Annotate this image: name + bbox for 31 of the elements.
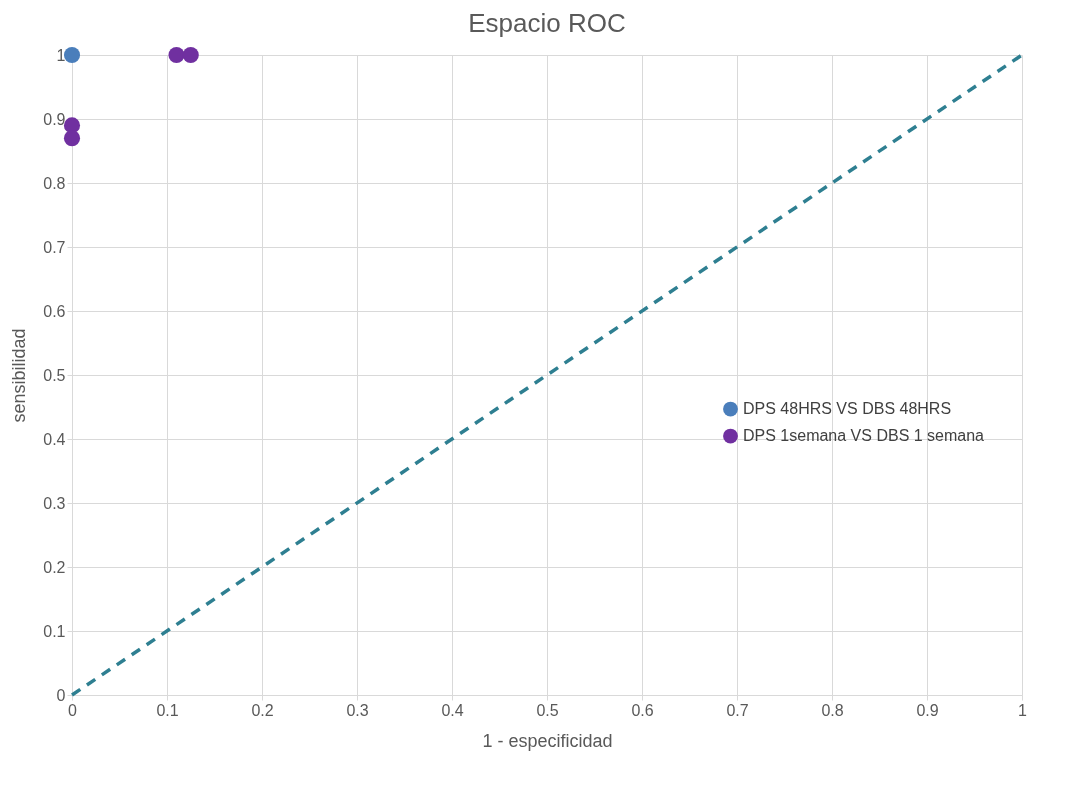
- x-axis-title: 1 - especificidad: [482, 730, 613, 751]
- legend-label: DPS 1semana VS DBS 1 semana: [743, 427, 985, 445]
- y-tick-label: 0.8: [43, 174, 66, 192]
- y-tick-label: 0.9: [43, 110, 66, 128]
- y-tick-label: 0.7: [43, 238, 66, 256]
- x-tick-label: 0.3: [346, 701, 369, 719]
- y-tick-label: 1: [56, 46, 66, 64]
- y-tick-label: 0.1: [43, 622, 66, 640]
- point: [63, 130, 81, 147]
- point: [63, 46, 81, 64]
- x-tick-label: 0.8: [821, 701, 844, 719]
- x-tick-label: 0.6: [631, 701, 654, 719]
- x-tick-label: 0: [68, 701, 78, 719]
- y-tick-label: 0.3: [43, 494, 66, 512]
- x-tick-label: 0.9: [916, 701, 939, 719]
- y-tick-label: 0.5: [43, 366, 66, 384]
- y-tick-label: 0.6: [43, 302, 66, 320]
- y-tick-label: 0: [56, 686, 66, 704]
- x-tick-label: 0.1: [156, 701, 179, 719]
- point: [182, 46, 199, 64]
- y-tick-label: 0.4: [43, 430, 66, 448]
- x-tick-label: 0.7: [726, 701, 749, 719]
- x-tick-label: 1: [1018, 701, 1028, 719]
- chart-title: Espacio ROC: [468, 7, 626, 38]
- y-tick-label: 0.2: [43, 558, 66, 576]
- y-axis-title: sensibilidad: [9, 328, 30, 423]
- x-tick-label: 0.5: [536, 701, 559, 719]
- point: [168, 46, 185, 64]
- legend-label: DPS 48HRS VS DBS 48HRS: [743, 400, 952, 418]
- x-tick-label: 0.2: [251, 701, 274, 719]
- x-tick-label: 0.4: [441, 701, 464, 719]
